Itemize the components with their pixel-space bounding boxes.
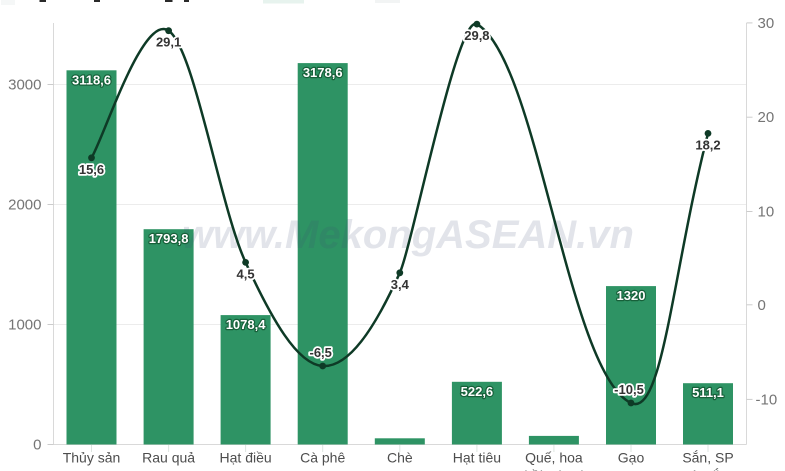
svg-text:3118,6: 3118,6	[72, 72, 111, 87]
svg-text:Cà phê: Cà phê	[300, 450, 345, 466]
svg-text:18,2: 18,2	[695, 137, 720, 152]
svg-text:Rau quả: Rau quả	[142, 450, 195, 466]
svg-text:Chè: Chè	[387, 450, 413, 466]
svg-text:Sắn, SP: Sắn, SP	[682, 450, 733, 466]
svg-text:0: 0	[758, 297, 766, 314]
svg-text:từ sắn: từ sắn	[688, 468, 728, 471]
svg-text:20: 20	[758, 109, 775, 126]
svg-text:-10: -10	[756, 391, 778, 408]
svg-text:1320: 1320	[617, 288, 646, 303]
svg-text:Quế, hoa: Quế, hoa	[525, 450, 583, 466]
svg-text:4,5: 4,5	[237, 266, 255, 281]
svg-text:3178,6: 3178,6	[303, 65, 343, 80]
svg-text:Thủy sản: Thủy sản	[63, 450, 121, 466]
svg-text:Hạt điều: Hạt điều	[220, 450, 272, 466]
svg-text:10: 10	[758, 204, 775, 221]
svg-text:30: 30	[758, 15, 775, 32]
svg-text:511,1: 511,1	[692, 385, 724, 400]
svg-text:29,1: 29,1	[156, 35, 181, 50]
svg-text:-6,5: -6,5	[309, 345, 331, 360]
svg-text:1793,8: 1793,8	[149, 231, 189, 246]
svg-text:29,8: 29,8	[464, 28, 489, 43]
svg-text:0: 0	[33, 437, 41, 454]
svg-text:Gạo: Gạo	[618, 450, 645, 466]
svg-text:1000: 1000	[8, 317, 41, 334]
svg-text:3000: 3000	[8, 77, 41, 94]
svg-text:www.MekongASEAN.vn: www.MekongASEAN.vn	[182, 213, 634, 257]
svg-text:1078,4: 1078,4	[226, 317, 267, 332]
svg-text:522,6: 522,6	[461, 384, 494, 399]
svg-text:3,4: 3,4	[391, 277, 410, 292]
svg-text:2000: 2000	[8, 197, 41, 214]
svg-text:hồi, gia vị: hồi, gia vị	[524, 468, 583, 471]
svg-text:15,6: 15,6	[79, 162, 104, 177]
svg-text:-10,5: -10,5	[614, 382, 644, 397]
svg-text:Hạt tiêu: Hạt tiêu	[453, 450, 501, 466]
